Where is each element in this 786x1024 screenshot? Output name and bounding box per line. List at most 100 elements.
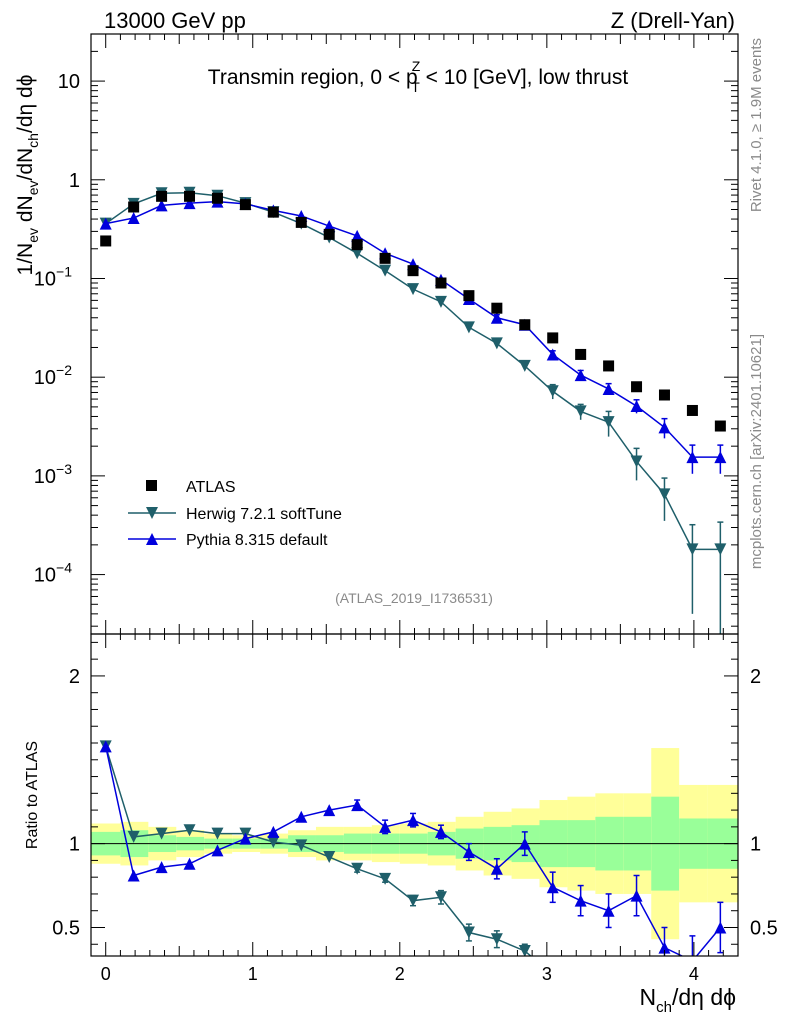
title-sub: T bbox=[411, 79, 420, 95]
ylabel-p4: /dN bbox=[14, 148, 37, 181]
herwig-ratio-point bbox=[462, 926, 475, 939]
pythia-ratio-point bbox=[323, 804, 336, 817]
atlas-point bbox=[407, 265, 419, 277]
pythia-ratio-point bbox=[351, 799, 364, 812]
pythia-ratio-point bbox=[490, 862, 503, 875]
y-tick-exp: −2 bbox=[56, 362, 72, 378]
legend-marker-atlas bbox=[146, 480, 157, 491]
herwig-ratio-point bbox=[295, 839, 308, 852]
herwig-point bbox=[686, 543, 699, 556]
atlas-point bbox=[184, 190, 196, 202]
herwig-ratio-point bbox=[127, 830, 140, 843]
pythia-ratio-point bbox=[379, 820, 392, 833]
pythia-point bbox=[546, 348, 559, 361]
atlas-point bbox=[435, 277, 447, 289]
atlas-point bbox=[631, 381, 643, 393]
pythia-point bbox=[602, 382, 615, 395]
atlas-point bbox=[156, 190, 168, 202]
x-tick-label: 0 bbox=[101, 964, 111, 984]
pythia-point bbox=[183, 197, 196, 210]
ylabel-p1: ev bbox=[25, 228, 41, 243]
atlas-point bbox=[463, 290, 475, 302]
pythia-ratio-point bbox=[630, 889, 643, 902]
pythia-ratio-point bbox=[434, 825, 447, 838]
chart-title: Transmin region, 0 < pZ T < 10 [GeV], low… bbox=[208, 58, 629, 95]
ylabel-p3: ev bbox=[25, 180, 41, 195]
pythia-point bbox=[351, 229, 364, 242]
legend-label-atlas: ATLAS bbox=[186, 479, 236, 496]
herwig-ratio-point bbox=[323, 851, 336, 864]
pythia-point bbox=[99, 217, 112, 230]
ratio-tick-label-right: 1 bbox=[750, 834, 761, 856]
pythia-ratio-point bbox=[602, 904, 615, 917]
herwig-point bbox=[658, 488, 671, 501]
atlas-point bbox=[128, 201, 140, 213]
xlabel-p2: /dη dϕ bbox=[672, 984, 736, 1010]
herwig-point bbox=[630, 455, 643, 468]
series-layer bbox=[99, 186, 727, 956]
ylabel-p2: dN bbox=[14, 195, 37, 228]
legend: ATLAS Herwig 7.2.1 softTune Pythia 8.315… bbox=[128, 479, 342, 549]
title-part-1: Transmin region, 0 < p bbox=[208, 66, 418, 89]
atlas-point bbox=[100, 235, 112, 247]
process-label: Z (Drell-Yan) bbox=[611, 8, 735, 33]
ylabel-p6: /dη dϕ bbox=[14, 75, 37, 133]
pythia-ratio-point bbox=[518, 837, 531, 850]
y-tick-exp: −4 bbox=[56, 560, 72, 576]
ratio-y-axis-label: Ratio to ATLAS bbox=[24, 741, 41, 849]
herwig-ratio-point bbox=[407, 894, 420, 907]
herwig-point bbox=[379, 264, 392, 277]
atlas-point bbox=[519, 319, 531, 331]
y-tick-base: 10 bbox=[34, 466, 56, 488]
pythia-ratio-point bbox=[407, 814, 420, 827]
side-label-top: Rivet 4.1.0, ≥ 1.9M events bbox=[748, 38, 765, 212]
y-tick-base: 10 bbox=[34, 367, 56, 389]
pythia-ratio-point bbox=[714, 921, 727, 934]
y-tick-exp: −1 bbox=[56, 263, 72, 279]
title-sup: Z bbox=[412, 58, 421, 74]
x-tick-label: 3 bbox=[542, 964, 552, 984]
atlas-point bbox=[351, 239, 363, 251]
pythia-ratio-point bbox=[546, 881, 559, 894]
herwig-ratio-point bbox=[211, 827, 224, 840]
herwig-point bbox=[434, 295, 447, 308]
ratio-tick-label-left: 0.5 bbox=[52, 917, 80, 939]
legend-label-herwig: Herwig 7.2.1 softTune bbox=[186, 506, 342, 523]
y-tick-label-main: 10 bbox=[58, 71, 80, 93]
ylabel-p0: 1/N bbox=[14, 243, 37, 276]
herwig-ratio-point bbox=[490, 933, 503, 946]
y-tick-label-main: 10−4 bbox=[34, 560, 72, 587]
herwig-ratio-point bbox=[351, 862, 364, 875]
herwig-point bbox=[602, 416, 615, 429]
pythia-point bbox=[127, 212, 140, 225]
herwig-point bbox=[574, 405, 587, 418]
pythia-ratio-point bbox=[462, 846, 475, 859]
herwig-ratio-point bbox=[518, 944, 531, 956]
atlas-point bbox=[379, 252, 391, 264]
x-tick-label: 4 bbox=[689, 964, 699, 984]
pythia-point bbox=[630, 400, 643, 413]
xlabel-p1: ch bbox=[656, 999, 672, 1016]
x-tick-label: 2 bbox=[395, 964, 405, 984]
y-tick-label-main: 10−1 bbox=[34, 263, 72, 290]
herwig-point bbox=[714, 543, 727, 556]
side-label-bottom: mcplots.cern.ch [arXiv:2401.10621] bbox=[748, 334, 765, 569]
y-tick-base: 10 bbox=[34, 565, 56, 587]
atlas-point bbox=[575, 348, 587, 360]
pythia-point bbox=[574, 369, 587, 382]
pythia-ratio-point bbox=[127, 869, 140, 882]
atlas-point bbox=[239, 199, 251, 211]
herwig-ratio-point bbox=[155, 827, 168, 840]
ratio-series-group bbox=[99, 740, 727, 956]
herwig-ratio-point bbox=[267, 835, 280, 848]
legend-marker-pythia bbox=[146, 533, 158, 545]
pythia-ratio-point bbox=[99, 740, 112, 753]
herwig-point bbox=[351, 247, 364, 260]
pythia-point bbox=[490, 311, 503, 324]
atlas-point bbox=[211, 192, 223, 204]
pythia-ratio-point bbox=[267, 825, 280, 838]
herwig-ratio-point bbox=[379, 872, 392, 885]
pythia-ratio-point bbox=[211, 844, 224, 857]
